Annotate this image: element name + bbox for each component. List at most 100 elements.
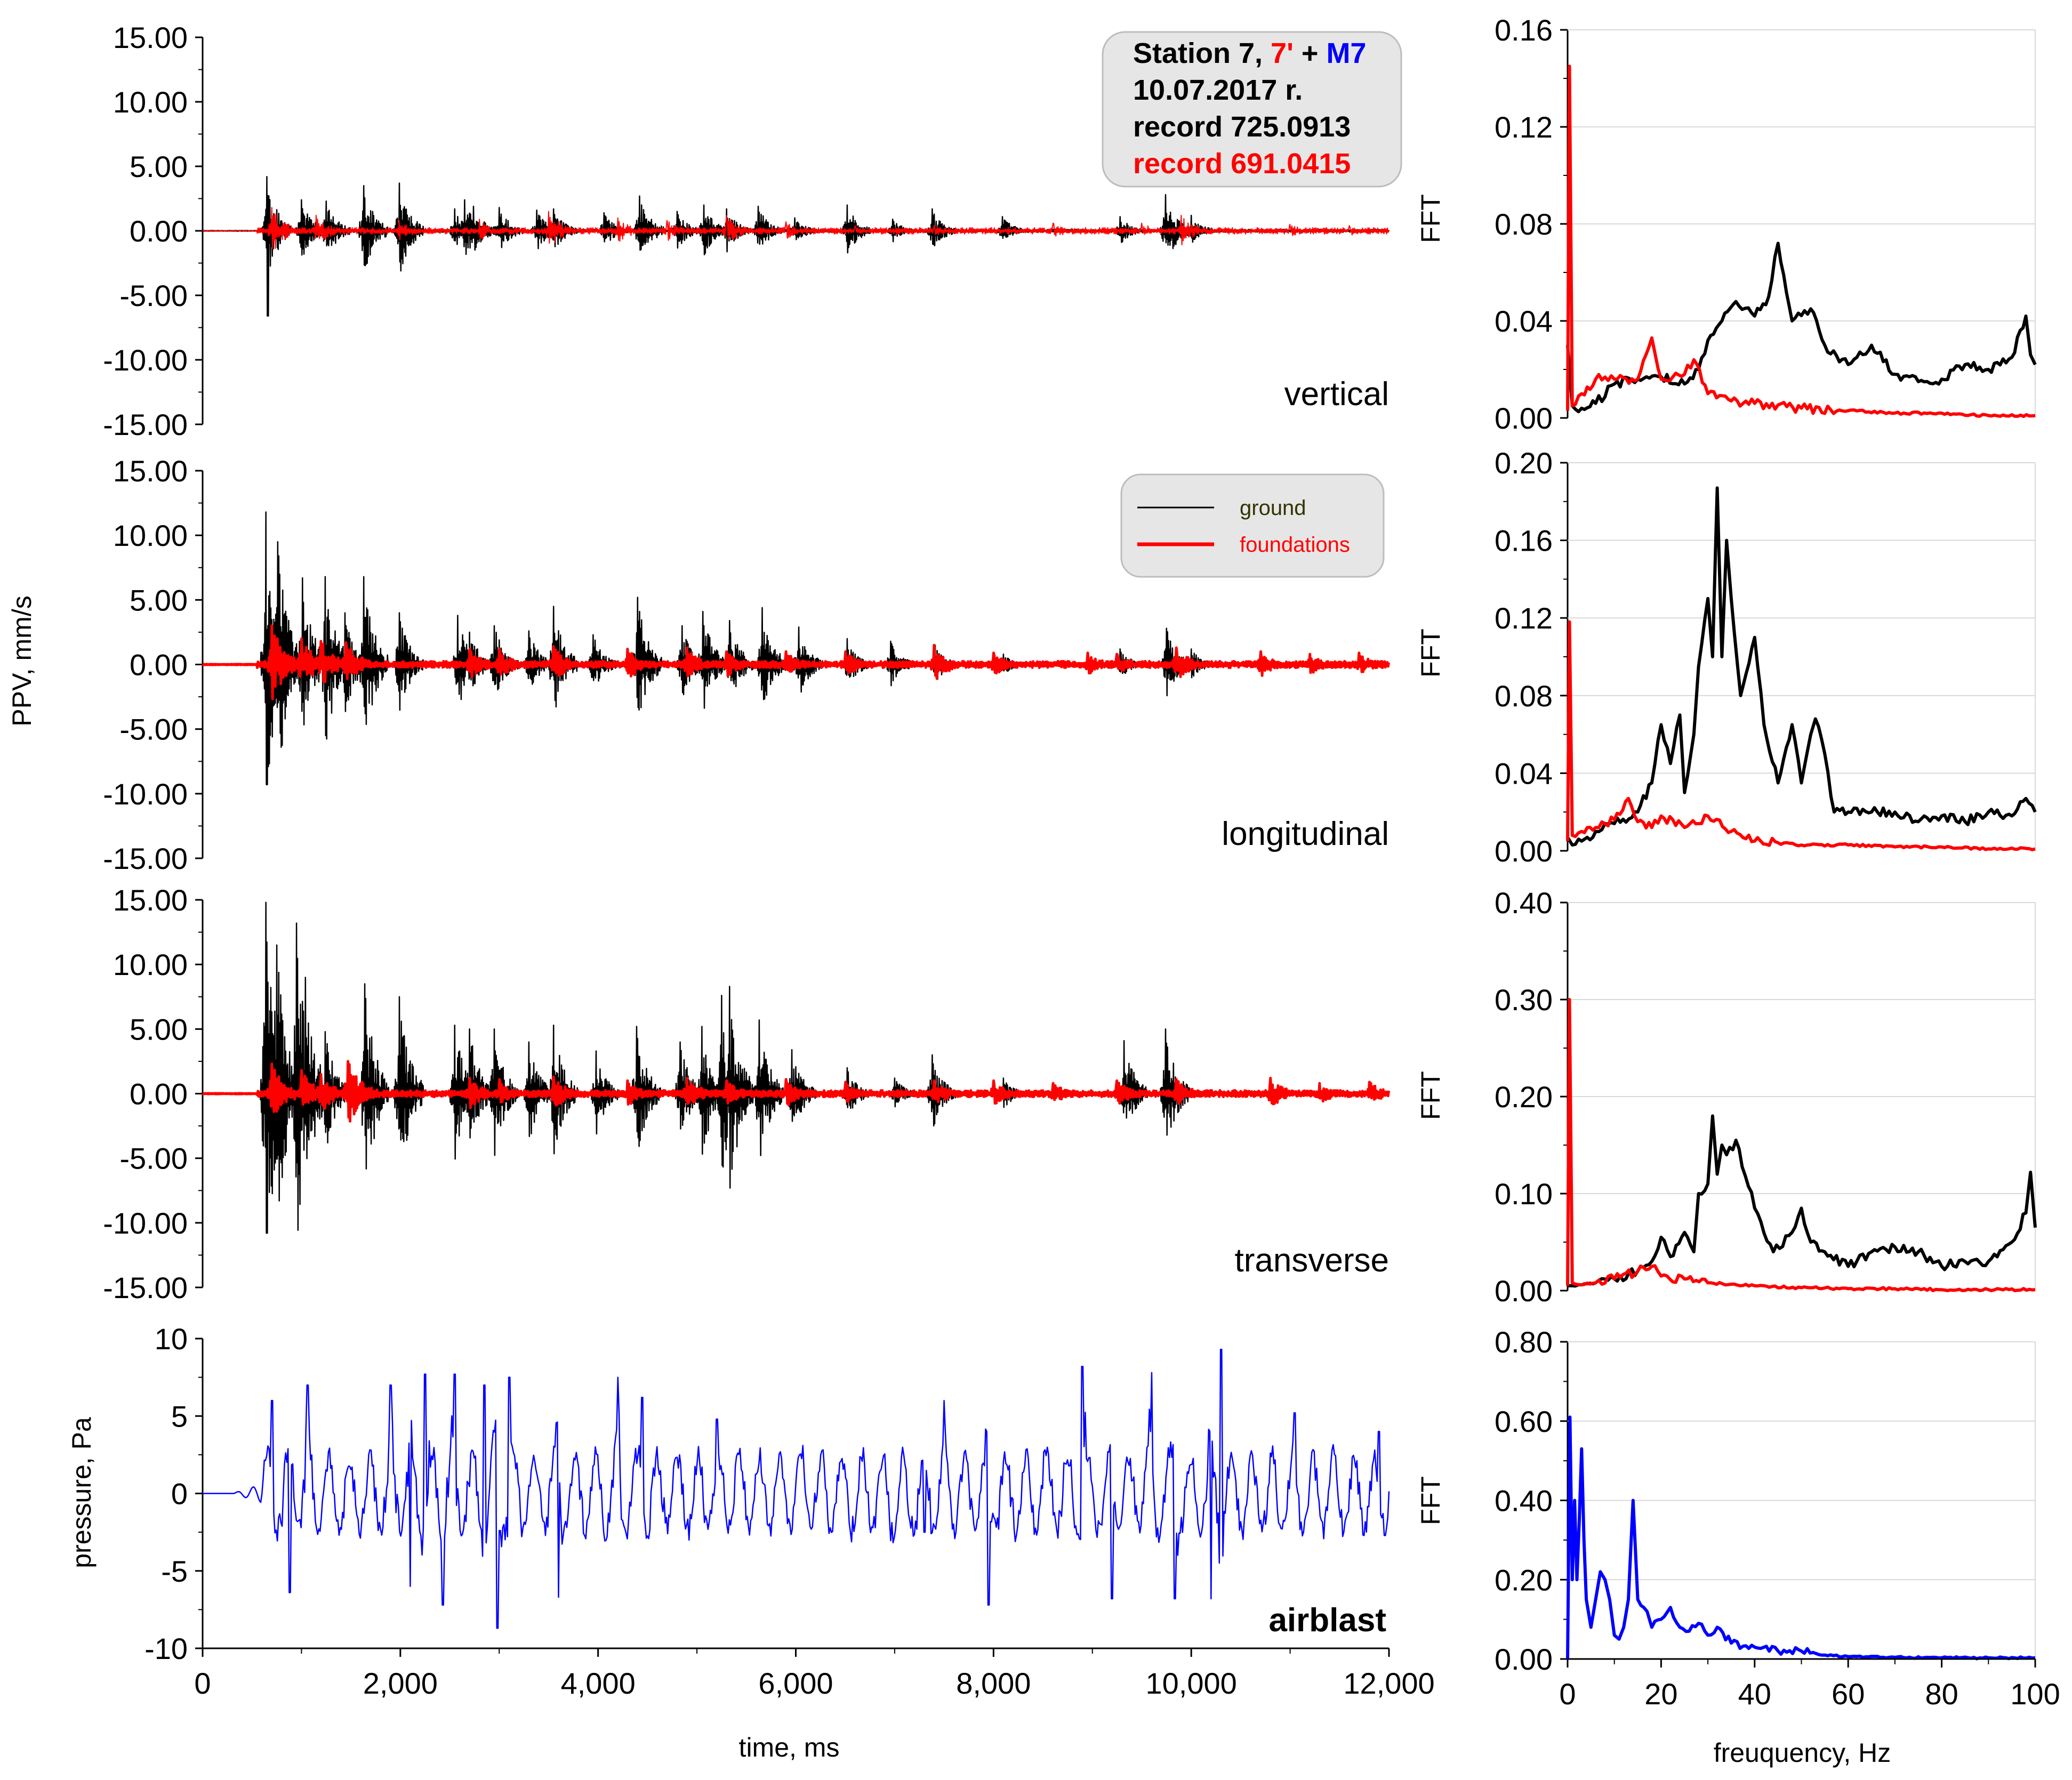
panel-vertical: 15.00 10.00 5.00 0.00 -5.00 -10.00 -15.00 verti… <box>103 21 1390 441</box>
longitudinal-ytick-label-10-00: 10.00 <box>113 519 188 552</box>
vertical-ytick-label-15-00: -15.00 <box>103 408 188 441</box>
longitudinal-ytick-label-0-00: 0.00 <box>130 648 188 682</box>
panel-fft-transverse: 0.40 0.30 0.20 0.10 0.00 FFT <box>1416 886 2037 1308</box>
transverse-ytick-label-0-00: 0.00 <box>130 1077 188 1111</box>
fft_longitudinal-series-ground <box>1566 486 2037 847</box>
fft_airblast-xtick-label-60: 60 <box>1832 1677 1865 1711</box>
fft_transverse-ytick-label-0-40: 0.40 <box>1495 886 1553 920</box>
fft_airblast-ytick-label-0-80: 0.80 <box>1495 1325 1553 1359</box>
fft_longitudinal-y-title: FFT <box>1416 629 1445 678</box>
transverse-ytick-label-15-00: 15.00 <box>113 883 188 917</box>
longitudinal-series-foundations <box>202 624 1391 700</box>
fft_vertical-series-foundations <box>1566 65 2036 418</box>
legend-ground-label: ground <box>1240 496 1306 520</box>
airblast-xtick-label-10-000: 10,000 <box>1146 1666 1237 1700</box>
transverse-ytick-label-5-00: 5.00 <box>130 1012 188 1046</box>
fft_airblast-xtick-label-0: 0 <box>1559 1677 1576 1711</box>
fft_transverse-ytick-label-0-00: 0.00 <box>1495 1274 1553 1308</box>
fft_vertical-series-ground <box>1566 241 2037 414</box>
fft_longitudinal-ytick-label-0-08: 0.08 <box>1495 679 1553 713</box>
transverse-panel-label: transverse <box>1235 1242 1389 1279</box>
airblast-x-title: time, ms <box>739 1733 840 1762</box>
panel-airblast: 10 5 0 -5 -10 airblast pressure, Pa 0 2,000 4,000… <box>67 1322 1435 1762</box>
fft_airblast-ytick-label-0-60: 0.60 <box>1495 1405 1553 1438</box>
longitudinal-ytick-label-5-00: -5.00 <box>119 713 188 746</box>
airblast-xtick-label-6-000: 6,000 <box>758 1666 833 1700</box>
fft_airblast-xtick-label-80: 80 <box>1925 1677 1958 1711</box>
transverse-ytick-label-5-00: -5.00 <box>119 1142 188 1175</box>
fft_airblast-ytick-label-0-40: 0.40 <box>1495 1484 1553 1518</box>
airblast-ytick-label-5: 5 <box>171 1399 188 1433</box>
info-line1-red: 7' <box>1271 37 1294 69</box>
fft_airblast-ytick-label-0-20: 0.20 <box>1495 1563 1553 1597</box>
info-box: Station 7, 7' + M7 10.07.2017 r. record … <box>1102 31 1402 188</box>
info-line1-prefix: Station 7, <box>1133 37 1271 69</box>
vertical-series-ground <box>202 176 1390 317</box>
panel-transverse: 15.00 10.00 5.00 0.00 -5.00 -10.00 -15.00 trans… <box>103 883 1391 1304</box>
fft_airblast-xtick-label-100: 100 <box>2010 1677 2060 1711</box>
fft_airblast-xtick-label-40: 40 <box>1738 1677 1771 1711</box>
airblast-xtick-label-8-000: 8,000 <box>956 1666 1031 1700</box>
fft_vertical-ytick-label-0-00: 0.00 <box>1495 401 1553 435</box>
fft_airblast-series-airblast <box>1566 1415 2036 1661</box>
vertical-panel-label: vertical <box>1284 376 1389 413</box>
longitudinal-y-title: PPV, mm/s <box>7 595 37 726</box>
legend-foundations-label: foundations <box>1240 533 1350 557</box>
panel-fft-airblast: 0.80 0.60 0.40 0.20 0.00 FFT 0 20 40 60 80 100 freuq… <box>1416 1325 2060 1768</box>
longitudinal-ytick-label-5-00: 5.00 <box>130 583 188 617</box>
vertical-ytick-label-5-00: -5.00 <box>119 279 188 312</box>
fft_transverse-ytick-label-0-20: 0.20 <box>1495 1080 1553 1114</box>
fft_longitudinal-series-foundations <box>1566 620 2036 851</box>
fft_longitudinal-ytick-label-0-16: 0.16 <box>1495 524 1553 558</box>
fft_airblast-y-title: FFT <box>1416 1476 1445 1525</box>
legend: ground foundations <box>1120 473 1385 578</box>
info-box-background <box>1102 31 1402 188</box>
fft_transverse-series-ground <box>1568 1114 2037 1288</box>
panel-fft-longitudinal: 0.20 0.16 0.12 0.08 0.04 0.00 FFT <box>1416 446 2037 868</box>
info-line3: record 725.0913 <box>1133 111 1351 143</box>
transverse-ytick-label-10-00: 10.00 <box>113 948 188 981</box>
fft_longitudinal-ytick-label-0-20: 0.20 <box>1495 446 1553 480</box>
vertical-series-foundations <box>202 207 1390 249</box>
vertical-ytick-label-10-00: -10.00 <box>103 343 188 377</box>
panel-fft-vertical: 0.16 0.12 0.08 0.04 0.00 FFT <box>1416 13 2037 435</box>
airblast-xtick-label-0: 0 <box>194 1666 211 1700</box>
legend-background <box>1120 473 1385 578</box>
info-line2: 10.07.2017 r. <box>1133 74 1303 106</box>
airblast-xtick-label-12-000: 12,000 <box>1343 1666 1434 1700</box>
airblast-xtick-label-2-000: 2,000 <box>363 1666 438 1700</box>
fft_transverse-y-title: FFT <box>1416 1071 1445 1120</box>
vertical-ytick-label-5-00: 5.00 <box>130 150 188 183</box>
fft_vertical-ytick-label-0-16: 0.16 <box>1495 13 1553 47</box>
airblast-y-title: pressure, Pa <box>67 1417 97 1568</box>
airblast-ytick-label-5: -5 <box>161 1555 188 1588</box>
fft_vertical-ytick-label-0-08: 0.08 <box>1495 207 1553 241</box>
fft_longitudinal-ytick-label-0-12: 0.12 <box>1495 601 1553 635</box>
info-line1-plus: + <box>1294 37 1327 69</box>
airblast-panel-label: airblast <box>1268 1602 1386 1639</box>
panel-longitudinal: 15.00 10.00 5.00 0.00 -5.00 -10.00 -15.00 longi… <box>7 454 1391 875</box>
vertical-ytick-label-15-00: 15.00 <box>113 21 188 54</box>
fft_airblast-ytick-label-0-00: 0.00 <box>1495 1642 1553 1676</box>
info-line4: record 691.0415 <box>1133 148 1351 180</box>
fft_vertical-ytick-label-0-04: 0.04 <box>1495 304 1553 338</box>
transverse-series-foundations <box>202 1060 1391 1123</box>
airblast-xtick-label-4-000: 4,000 <box>561 1666 636 1700</box>
airblast-ytick-label-10: 10 <box>155 1322 188 1356</box>
longitudinal-series-ground <box>202 511 1390 786</box>
vertical-ytick-label-0-00: 0.00 <box>130 214 188 248</box>
fft_transverse-series-foundations <box>1566 998 2036 1292</box>
fft_vertical-y-title: FFT <box>1416 194 1445 243</box>
info-line1-blue: M7 <box>1326 37 1366 69</box>
info-line1: Station 7, 7' + M7 <box>1133 37 1366 69</box>
fft_transverse-ytick-label-0-30: 0.30 <box>1495 983 1553 1017</box>
fft_vertical-ytick-label-0-12: 0.12 <box>1495 110 1553 144</box>
longitudinal-ytick-label-10-00: -10.00 <box>103 777 188 811</box>
airblast-ytick-label-10: -10 <box>144 1632 188 1665</box>
vertical-ytick-label-10-00: 10.00 <box>113 85 188 119</box>
fft_transverse-ytick-label-0-10: 0.10 <box>1495 1177 1553 1211</box>
fft_longitudinal-ytick-label-0-00: 0.00 <box>1495 834 1553 868</box>
fft_longitudinal-ytick-label-0-04: 0.04 <box>1495 756 1553 790</box>
